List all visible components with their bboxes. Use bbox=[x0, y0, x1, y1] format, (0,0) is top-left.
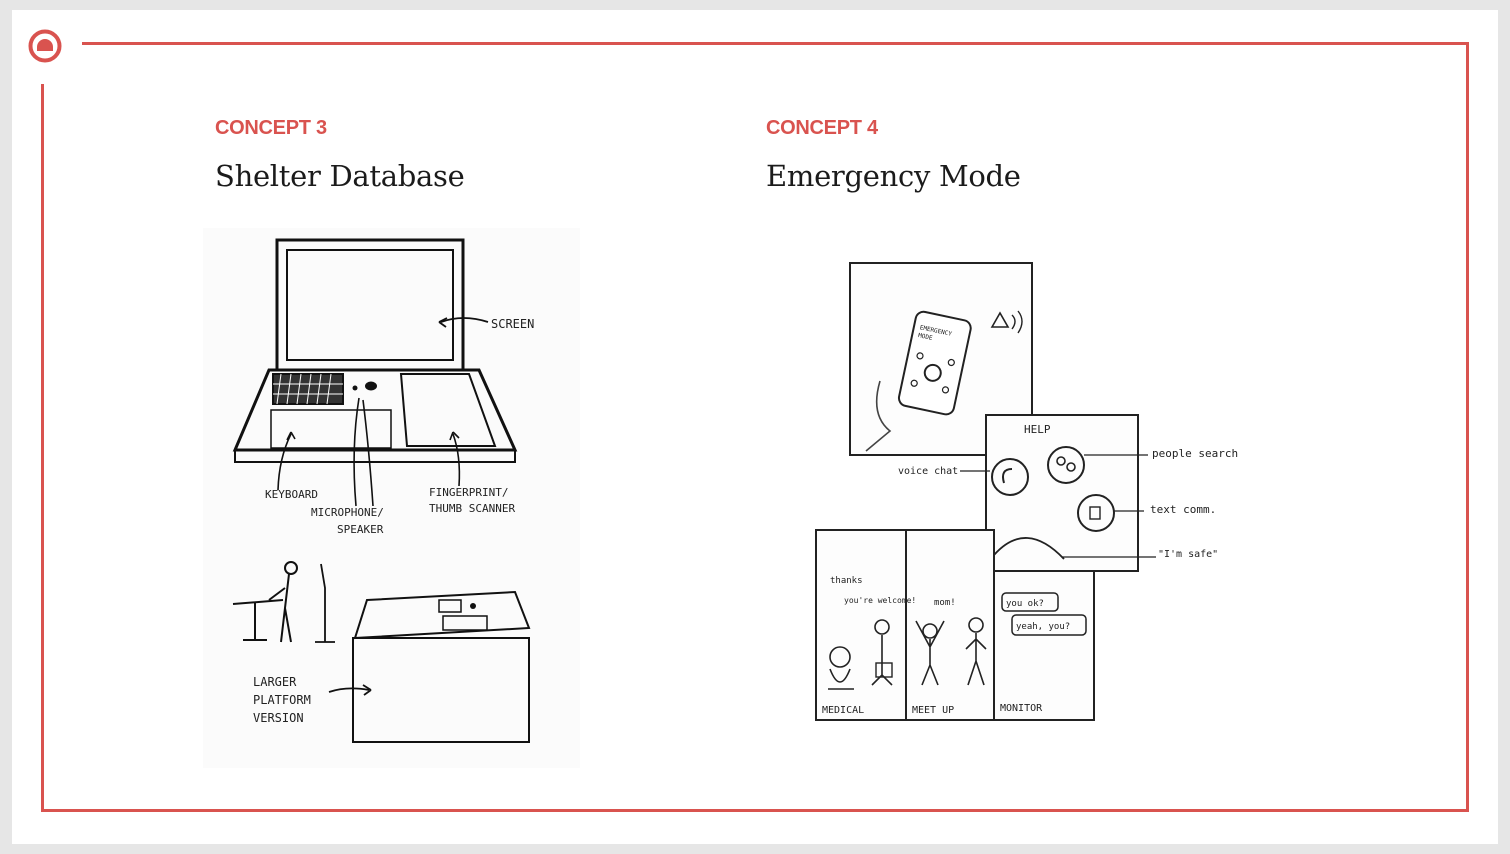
thanks-note: thanks bbox=[830, 576, 863, 586]
larger-note: LARGER bbox=[253, 675, 297, 689]
frame-left-line bbox=[41, 84, 44, 812]
meet-up-note: MEET UP bbox=[912, 705, 954, 716]
text-comm-note: text comm. bbox=[1150, 503, 1216, 516]
emergency-mode-sketch: EMERGENCY MODE HELP voice chat people se… bbox=[806, 255, 1246, 725]
brand-logo-icon bbox=[27, 28, 63, 64]
thumb-scanner-note: THUMB SCANNER bbox=[429, 502, 515, 515]
speaker-note: SPEAKER bbox=[337, 523, 384, 536]
im-safe-note: "I'm safe" bbox=[1158, 549, 1218, 560]
people-search-note: people search bbox=[1152, 447, 1238, 460]
youre-welcome-note: you're welcome! bbox=[844, 596, 916, 605]
voice-chat-note: voice chat bbox=[898, 466, 958, 477]
help-text: HELP bbox=[1024, 423, 1051, 436]
concept-3-title: Shelter Database bbox=[215, 159, 464, 193]
microphone-note: MICROPHONE/ bbox=[311, 506, 384, 519]
version-note: VERSION bbox=[253, 711, 304, 725]
screen-note: SCREEN bbox=[491, 317, 534, 331]
monitor-note: MONITOR bbox=[1000, 703, 1043, 714]
platform-note: PLATFORM bbox=[253, 693, 311, 707]
fingerprint-note: FINGERPRINT/ bbox=[429, 486, 508, 499]
shelter-database-sketch: SCREEN KEYBOARD MICROPHONE/ SPEAKER FING… bbox=[203, 228, 580, 768]
keyboard-note: KEYBOARD bbox=[265, 488, 318, 501]
concept-4-label: CONCEPT 4 bbox=[766, 117, 878, 140]
concept-3-label: CONCEPT 3 bbox=[215, 117, 327, 140]
concept-4-title: Emergency Mode bbox=[766, 159, 1021, 193]
frame-bottom-line bbox=[41, 809, 1469, 812]
mom-note: mom! bbox=[934, 598, 956, 608]
frame-top-line bbox=[82, 42, 1469, 45]
yeah-you-note: yeah, you? bbox=[1016, 622, 1070, 632]
frame-right-line bbox=[1466, 42, 1469, 812]
you-ok-note: you ok? bbox=[1006, 599, 1044, 609]
medical-note: MEDICAL bbox=[822, 705, 864, 716]
